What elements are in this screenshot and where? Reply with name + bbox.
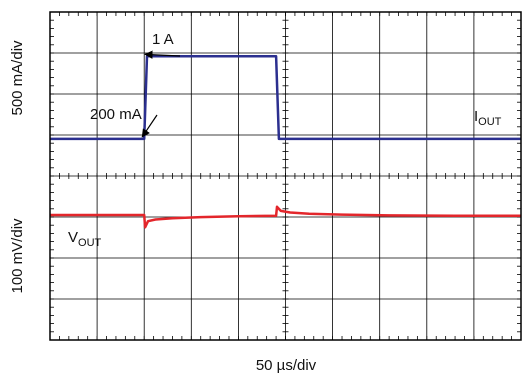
annotations: 1 A 200 mA	[90, 31, 181, 138]
annotation-one-amp: 1 A	[152, 31, 174, 48]
grid	[49, 11, 522, 341]
vout-trace	[50, 205, 521, 229]
iout-trace	[50, 55, 521, 141]
annotation-arrow-two-hundred-ma	[141, 114, 158, 138]
vout-label: VOUT	[68, 229, 102, 249]
iout-label: IOUT	[474, 108, 502, 128]
lower-y-scale-label: 100 mV/div	[9, 218, 26, 294]
x-scale-label: 50 µs/div	[256, 357, 317, 374]
scope-frame	[49, 11, 522, 341]
annotation-arrow-one-amp	[144, 50, 181, 59]
annotation-two-hundred-ma: 200 mA	[90, 106, 142, 123]
traces	[50, 55, 521, 229]
upper-y-scale-label: 500 mA/div	[9, 40, 26, 116]
